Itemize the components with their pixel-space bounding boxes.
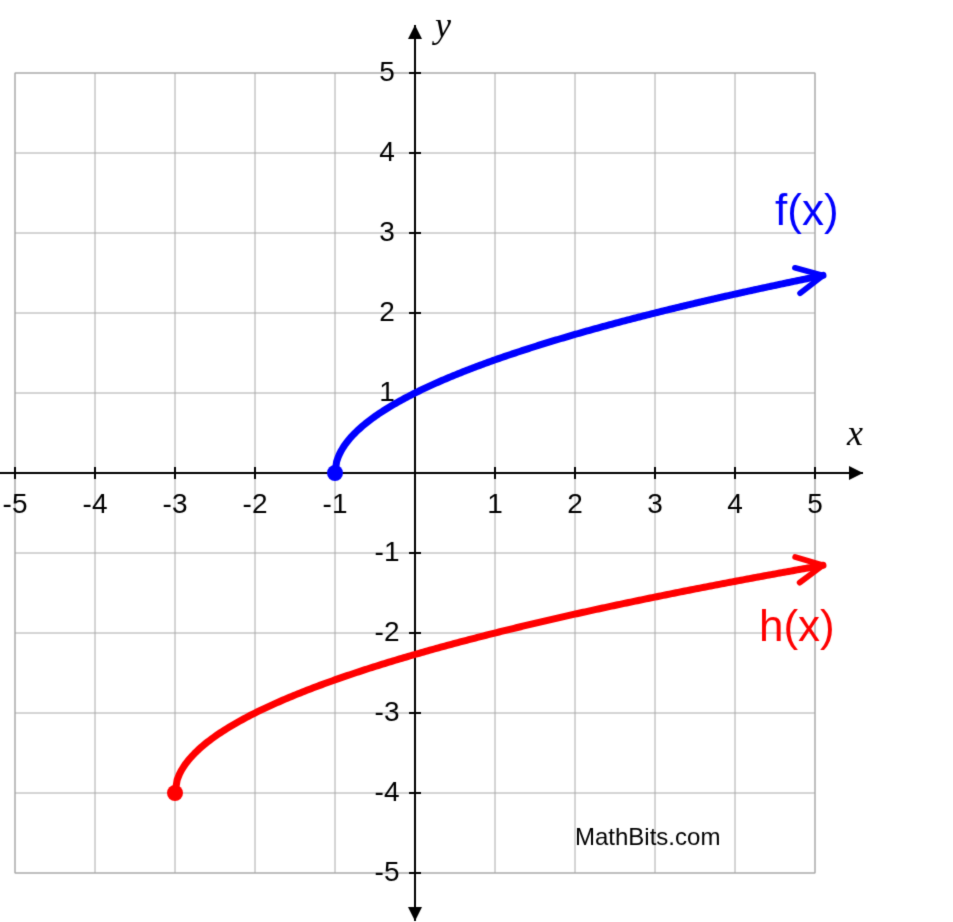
function-graph <box>0 0 953 922</box>
